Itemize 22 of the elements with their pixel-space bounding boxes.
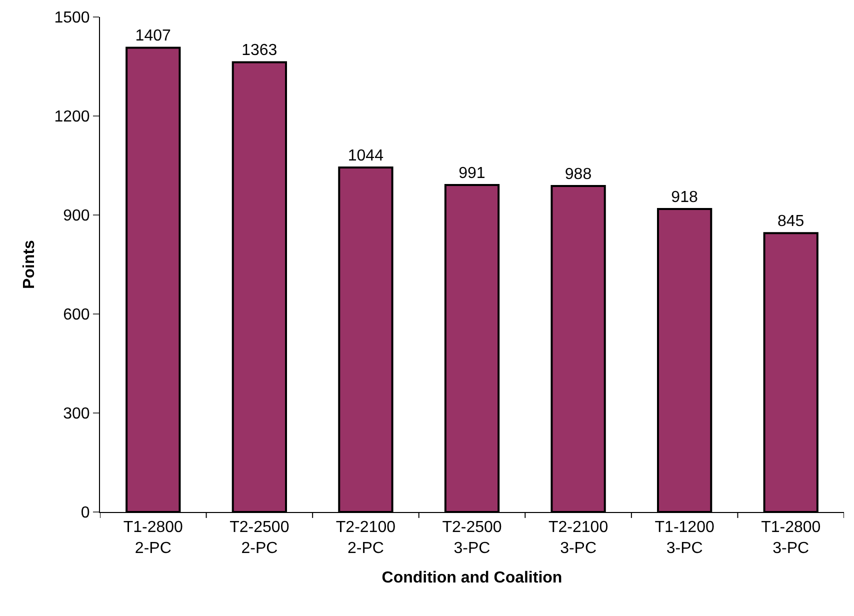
x-tick-label: T2-2500 3-PC xyxy=(442,519,502,557)
data-label: 918 xyxy=(671,189,698,206)
y-tick-label: 1200 xyxy=(54,108,90,126)
x-tick-label: T2-2100 3-PC xyxy=(548,519,608,557)
data-label: 1407 xyxy=(135,28,171,45)
data-label: 991 xyxy=(458,164,486,182)
x-tick-label: T1-1200 3-PC xyxy=(654,519,714,557)
y-tick-label: 0 xyxy=(80,504,90,522)
y-tick-label: 300 xyxy=(63,406,90,423)
data-label: 1044 xyxy=(348,147,384,164)
y-tick-label: 900 xyxy=(63,208,90,225)
x-tick-label: T1-2800 3-PC xyxy=(761,519,821,557)
x-axis-title: Condition and Coalition xyxy=(382,570,562,587)
data-label: 988 xyxy=(564,166,592,183)
y-tick-label: 600 xyxy=(63,306,90,324)
data-label: 845 xyxy=(777,213,804,230)
y-axis-title: Points xyxy=(21,240,38,289)
data-label: 1363 xyxy=(242,42,278,60)
y-tick-label: 1500 xyxy=(54,10,90,27)
x-tick-label: T2-2100 2-PC xyxy=(336,519,396,557)
x-tick-label: T1-2800 2-PC xyxy=(123,519,184,557)
x-tick-label: T2-2500 2-PC xyxy=(230,519,290,557)
